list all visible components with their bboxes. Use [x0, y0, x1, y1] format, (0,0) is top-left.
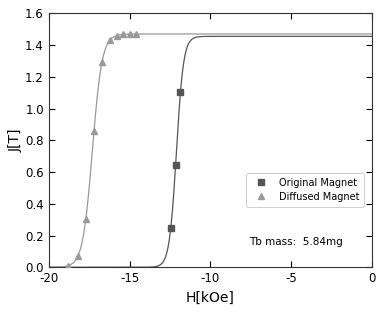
X-axis label: H[kOe]: H[kOe]: [186, 291, 235, 305]
Line: Diffused Magnet: Diffused Magnet: [65, 31, 139, 269]
Y-axis label: J[T]: J[T]: [8, 129, 22, 152]
Diffused Magnet: [66, 264, 70, 268]
Diffused Magnet: [76, 254, 80, 258]
Diffused Magnet: [92, 130, 96, 133]
Legend: Original Magnet, Diffused Magnet: Original Magnet, Diffused Magnet: [247, 173, 364, 207]
Line: Original Magnet: Original Magnet: [168, 89, 184, 231]
Diffused Magnet: [114, 33, 119, 37]
Diffused Magnet: [108, 38, 113, 42]
Original Magnet: [178, 90, 183, 94]
Original Magnet: [173, 163, 178, 167]
Diffused Magnet: [121, 33, 125, 36]
Diffused Magnet: [127, 32, 132, 36]
Diffused Magnet: [134, 32, 138, 36]
Diffused Magnet: [100, 60, 104, 64]
Diffused Magnet: [84, 217, 88, 220]
Original Magnet: [169, 226, 173, 230]
Text: Tb mass:  5.84mg: Tb mass: 5.84mg: [249, 237, 343, 247]
